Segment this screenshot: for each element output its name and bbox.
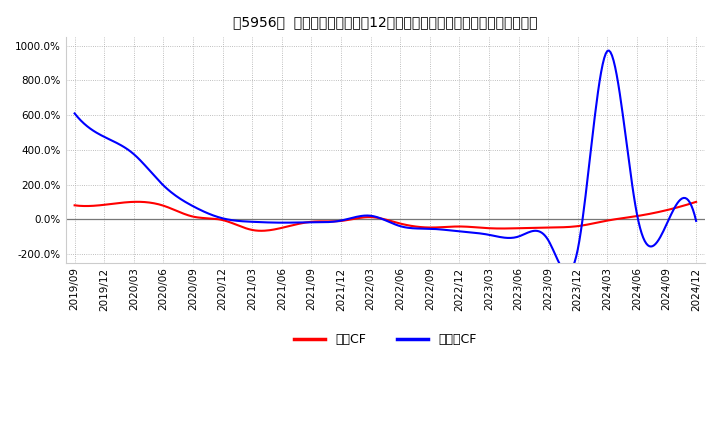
営業CF bbox=[257, 228, 266, 234]
営業CF bbox=[692, 199, 701, 205]
Line: フリーCF: フリーCF bbox=[75, 51, 696, 272]
フリーCF bbox=[273, 220, 282, 225]
フリーCF bbox=[562, 270, 571, 275]
フリーCF bbox=[145, 168, 153, 173]
Title: ［5956］  キャッシュフローの12か月移動合計の対前年同期増減率の推移: ［5956］ キャッシュフローの12か月移動合計の対前年同期増減率の推移 bbox=[233, 15, 538, 29]
営業CF bbox=[276, 226, 284, 231]
営業CF bbox=[525, 225, 534, 231]
営業CF bbox=[132, 199, 141, 205]
フリーCF bbox=[605, 48, 613, 53]
営業CF bbox=[522, 225, 531, 231]
フリーCF bbox=[462, 229, 470, 235]
営業CF bbox=[147, 200, 156, 205]
フリーCF bbox=[519, 232, 528, 237]
フリーCF bbox=[692, 218, 701, 224]
フリーCF bbox=[316, 220, 325, 225]
営業CF bbox=[464, 224, 473, 229]
営業CF bbox=[71, 203, 79, 208]
フリーCF bbox=[71, 111, 79, 116]
営業CF bbox=[320, 219, 328, 224]
フリーCF bbox=[522, 231, 531, 236]
Legend: 営業CF, フリーCF: 営業CF, フリーCF bbox=[289, 328, 482, 351]
Line: 営業CF: 営業CF bbox=[75, 202, 696, 231]
